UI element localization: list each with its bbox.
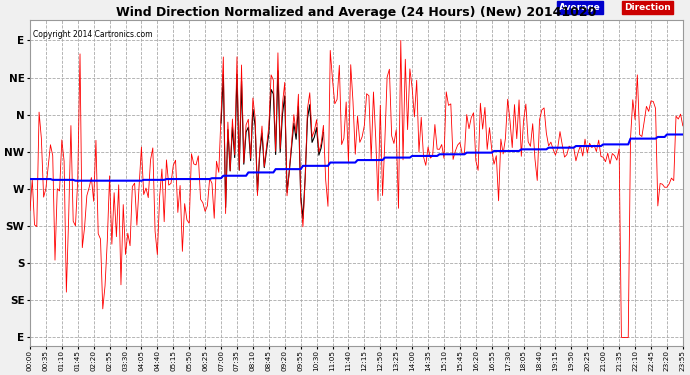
Title: Wind Direction Normalized and Average (24 Hours) (New) 20141020: Wind Direction Normalized and Average (2…: [116, 6, 597, 19]
Text: Copyright 2014 Cartronics.com: Copyright 2014 Cartronics.com: [33, 30, 152, 39]
Text: Average: Average: [559, 3, 600, 12]
Text: Direction: Direction: [624, 3, 671, 12]
